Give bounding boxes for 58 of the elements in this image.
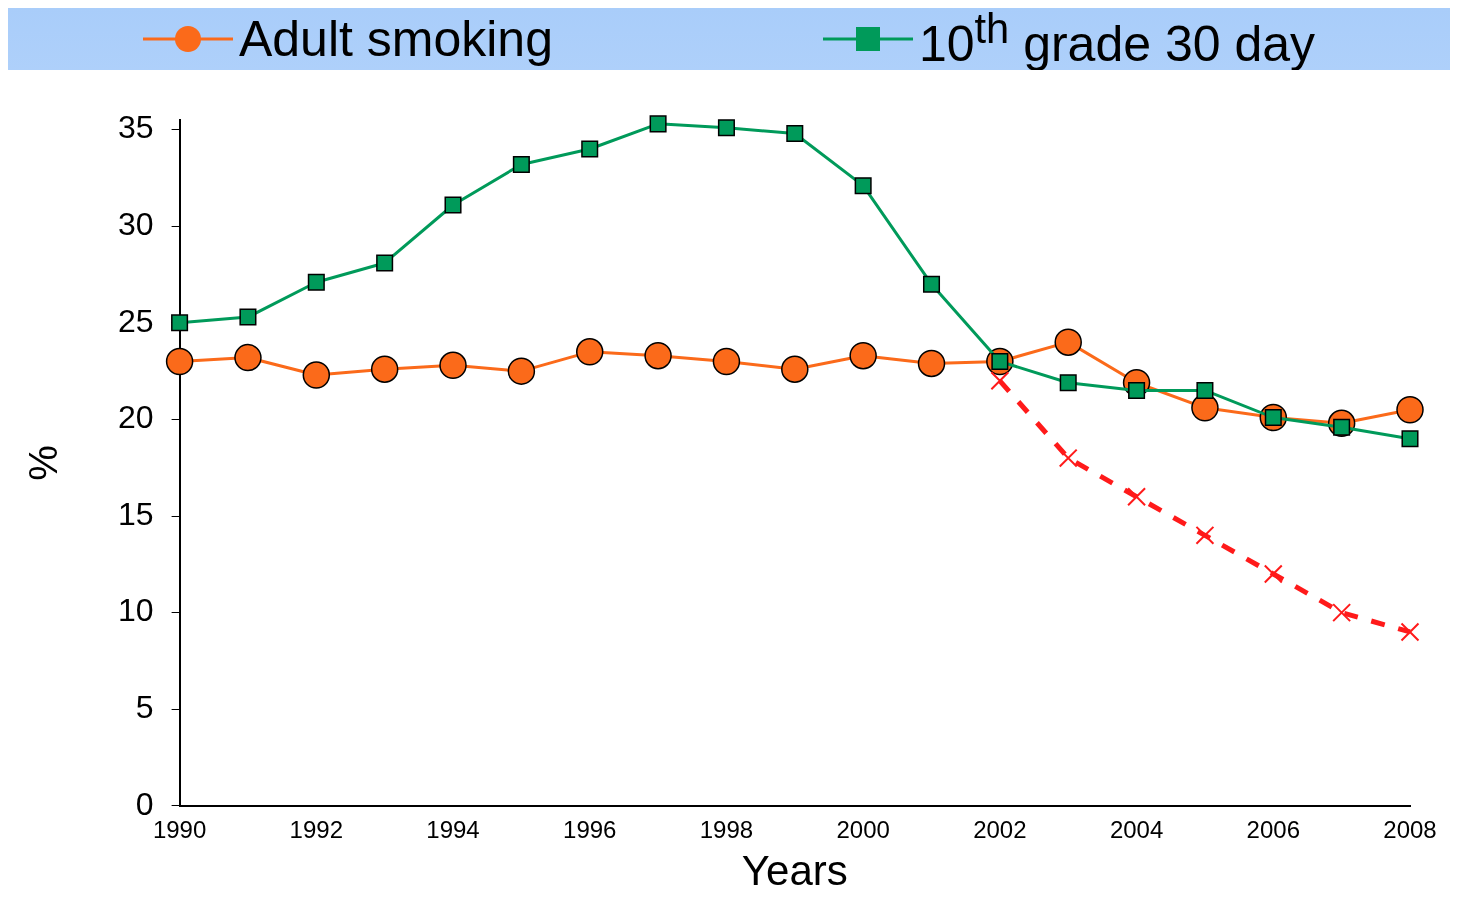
y-tick-label: 0: [135, 785, 154, 822]
point: [922, 275, 941, 293]
point: [234, 343, 262, 372]
point: [1195, 525, 1215, 545]
point: [512, 155, 530, 173]
point: [1400, 622, 1420, 642]
x-tick-label: 1992: [289, 815, 343, 843]
y-tick-label: 20: [118, 399, 154, 436]
point: [1332, 603, 1352, 623]
y-axis-title: %: [21, 445, 66, 481]
point: [1127, 487, 1147, 507]
y-tick-label: 35: [118, 109, 154, 146]
point: [1059, 374, 1077, 392]
point: [990, 371, 1010, 391]
point: [849, 341, 877, 370]
x-tick-label: 2006: [1246, 815, 1300, 843]
point: [307, 273, 325, 291]
x-tick-label: 2000: [836, 815, 890, 843]
point: [370, 355, 399, 383]
point: [581, 140, 599, 158]
point: [717, 119, 735, 137]
point: [171, 314, 189, 332]
x-tick-label: 1994: [426, 815, 480, 843]
point: [376, 254, 394, 272]
point: [1401, 430, 1419, 448]
point: [786, 125, 804, 143]
x-tick-label: 1998: [699, 815, 754, 843]
y-tick-label: 10: [118, 592, 154, 629]
point: [1263, 564, 1283, 584]
point: [444, 196, 462, 214]
x-tick-label: 1990: [152, 815, 207, 843]
y-tick-label: 5: [135, 689, 154, 726]
point: [439, 351, 467, 380]
y-tick-label: 30: [118, 206, 154, 243]
x-tick-label: 1996: [563, 815, 617, 843]
x-tick-label: 2008: [1383, 815, 1437, 843]
point: [644, 341, 672, 370]
point: [854, 177, 872, 195]
point: [1396, 396, 1424, 424]
point: [239, 308, 257, 326]
point: [1054, 328, 1082, 356]
point: [649, 115, 667, 133]
point: [1196, 381, 1214, 399]
x-tick-label: 2004: [1109, 815, 1164, 843]
point: [917, 349, 946, 378]
point: [712, 347, 741, 376]
y-tick-label: 15: [118, 495, 154, 532]
point: [165, 347, 194, 376]
point: [507, 357, 536, 385]
y-tick-label: 25: [118, 302, 154, 339]
point: [1058, 448, 1078, 468]
point: [575, 338, 604, 366]
legend-label: 10$^{th}$ grade 30 day: [918, 5, 1316, 73]
x-axis-title: Years: [741, 847, 848, 895]
point: [302, 361, 331, 389]
x-tick-label: 2002: [973, 815, 1027, 843]
legend-label: Adult smoking: [238, 10, 553, 68]
point: [781, 355, 809, 383]
